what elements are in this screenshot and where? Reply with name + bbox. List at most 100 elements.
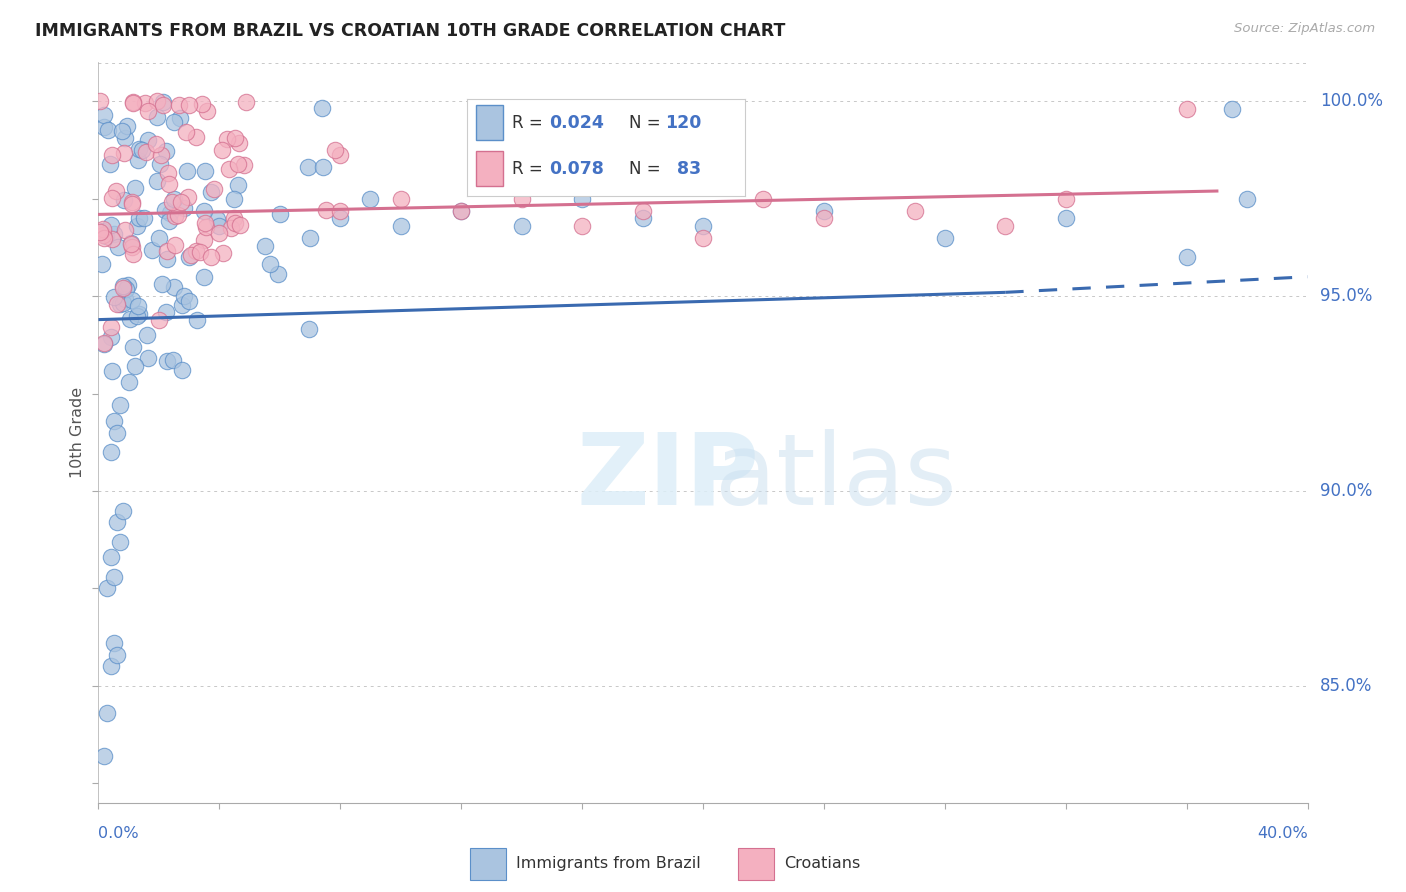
Point <box>93 228 115 243</box>
Point <box>219 221 242 235</box>
Point <box>200 250 222 264</box>
Text: 100.0%: 100.0% <box>1320 93 1382 111</box>
Text: 83: 83 <box>665 160 700 178</box>
Point <box>229 218 252 232</box>
Point <box>510 219 533 233</box>
Point <box>904 203 927 218</box>
Point <box>120 235 142 250</box>
Text: IMMIGRANTS FROM BRAZIL VS CROATIAN 10TH GRADE CORRELATION CHART: IMMIGRANTS FROM BRAZIL VS CROATIAN 10TH … <box>35 22 786 40</box>
Point <box>1220 102 1243 116</box>
Point <box>631 203 654 218</box>
Point <box>121 196 143 211</box>
Point <box>208 219 231 233</box>
Point <box>169 111 191 125</box>
Point <box>136 351 159 365</box>
Point <box>204 182 226 196</box>
Point <box>132 211 155 226</box>
Point <box>93 231 115 245</box>
Text: N =: N = <box>628 160 665 178</box>
Text: 85.0%: 85.0% <box>1320 677 1372 695</box>
Point <box>121 95 143 109</box>
Point <box>571 192 593 206</box>
Point <box>111 503 134 517</box>
Point <box>125 219 148 234</box>
Text: 0.0%: 0.0% <box>98 826 139 841</box>
Point <box>200 186 222 200</box>
Text: 0.078: 0.078 <box>550 160 605 178</box>
Point <box>128 142 150 156</box>
Point <box>156 244 179 259</box>
Point <box>323 143 346 157</box>
Point <box>194 216 217 230</box>
Point <box>212 245 235 260</box>
Point <box>193 233 215 247</box>
Point <box>1054 211 1077 226</box>
Text: Croatians: Croatians <box>785 856 860 871</box>
Point <box>170 363 193 377</box>
Point <box>112 296 135 310</box>
Point <box>89 95 111 109</box>
Point <box>934 231 956 245</box>
Point <box>111 124 134 138</box>
Point <box>298 322 321 336</box>
Point <box>159 206 181 220</box>
Point <box>98 157 121 171</box>
Point <box>692 231 714 245</box>
Point <box>124 180 146 194</box>
Point <box>93 108 115 122</box>
Text: 95.0%: 95.0% <box>1320 287 1372 305</box>
Point <box>186 129 208 144</box>
Point <box>108 297 131 311</box>
Point <box>115 119 138 133</box>
FancyBboxPatch shape <box>475 105 503 140</box>
Point <box>163 280 186 294</box>
Point <box>218 161 240 176</box>
Point <box>115 282 138 296</box>
Point <box>131 143 153 157</box>
Point <box>177 190 200 204</box>
Point <box>235 95 257 109</box>
FancyBboxPatch shape <box>475 152 503 186</box>
Point <box>100 320 122 334</box>
Point <box>121 240 143 254</box>
Point <box>752 192 775 206</box>
Point <box>118 375 141 389</box>
Point <box>329 148 352 162</box>
Point <box>177 98 200 112</box>
Point <box>141 244 163 258</box>
Point <box>93 336 115 351</box>
Point <box>100 445 122 459</box>
Point <box>114 223 136 237</box>
Point <box>165 209 187 223</box>
Point <box>389 192 412 206</box>
Point <box>100 550 122 565</box>
Point <box>157 178 180 192</box>
Point <box>136 327 159 342</box>
Point <box>127 299 149 313</box>
Point <box>136 103 159 118</box>
Point <box>631 211 654 226</box>
Point <box>253 238 276 252</box>
FancyBboxPatch shape <box>470 848 506 880</box>
Point <box>1054 192 1077 206</box>
Point <box>311 101 333 115</box>
Point <box>121 95 143 110</box>
Point <box>233 158 256 172</box>
Point <box>108 534 131 549</box>
Point <box>160 195 183 210</box>
Text: R =: R = <box>512 160 548 178</box>
FancyBboxPatch shape <box>738 848 773 880</box>
Point <box>93 120 115 135</box>
Point <box>211 143 233 157</box>
Point <box>145 136 167 151</box>
Point <box>148 312 170 326</box>
Point <box>177 250 201 264</box>
Point <box>167 209 190 223</box>
Point <box>101 232 124 246</box>
Point <box>155 252 177 267</box>
Point <box>269 207 291 221</box>
Point <box>299 231 322 245</box>
Point <box>111 281 134 295</box>
Point <box>170 298 193 312</box>
Point <box>136 133 159 147</box>
